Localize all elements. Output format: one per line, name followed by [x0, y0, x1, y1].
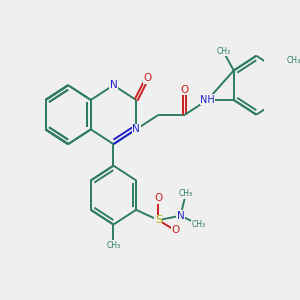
Text: CH₃: CH₃ — [192, 220, 206, 229]
Text: S: S — [155, 215, 162, 225]
Text: CH₃: CH₃ — [179, 189, 193, 198]
Text: CH₃: CH₃ — [106, 241, 121, 250]
Text: O: O — [154, 193, 163, 203]
Text: O: O — [143, 73, 151, 83]
Text: O: O — [171, 225, 179, 236]
Text: NH: NH — [200, 95, 215, 105]
Text: CH₃: CH₃ — [216, 47, 230, 56]
Text: N: N — [110, 80, 117, 90]
Text: CH₃: CH₃ — [286, 56, 300, 65]
Text: N: N — [177, 211, 184, 221]
Text: N: N — [132, 124, 140, 134]
Text: O: O — [181, 85, 189, 94]
